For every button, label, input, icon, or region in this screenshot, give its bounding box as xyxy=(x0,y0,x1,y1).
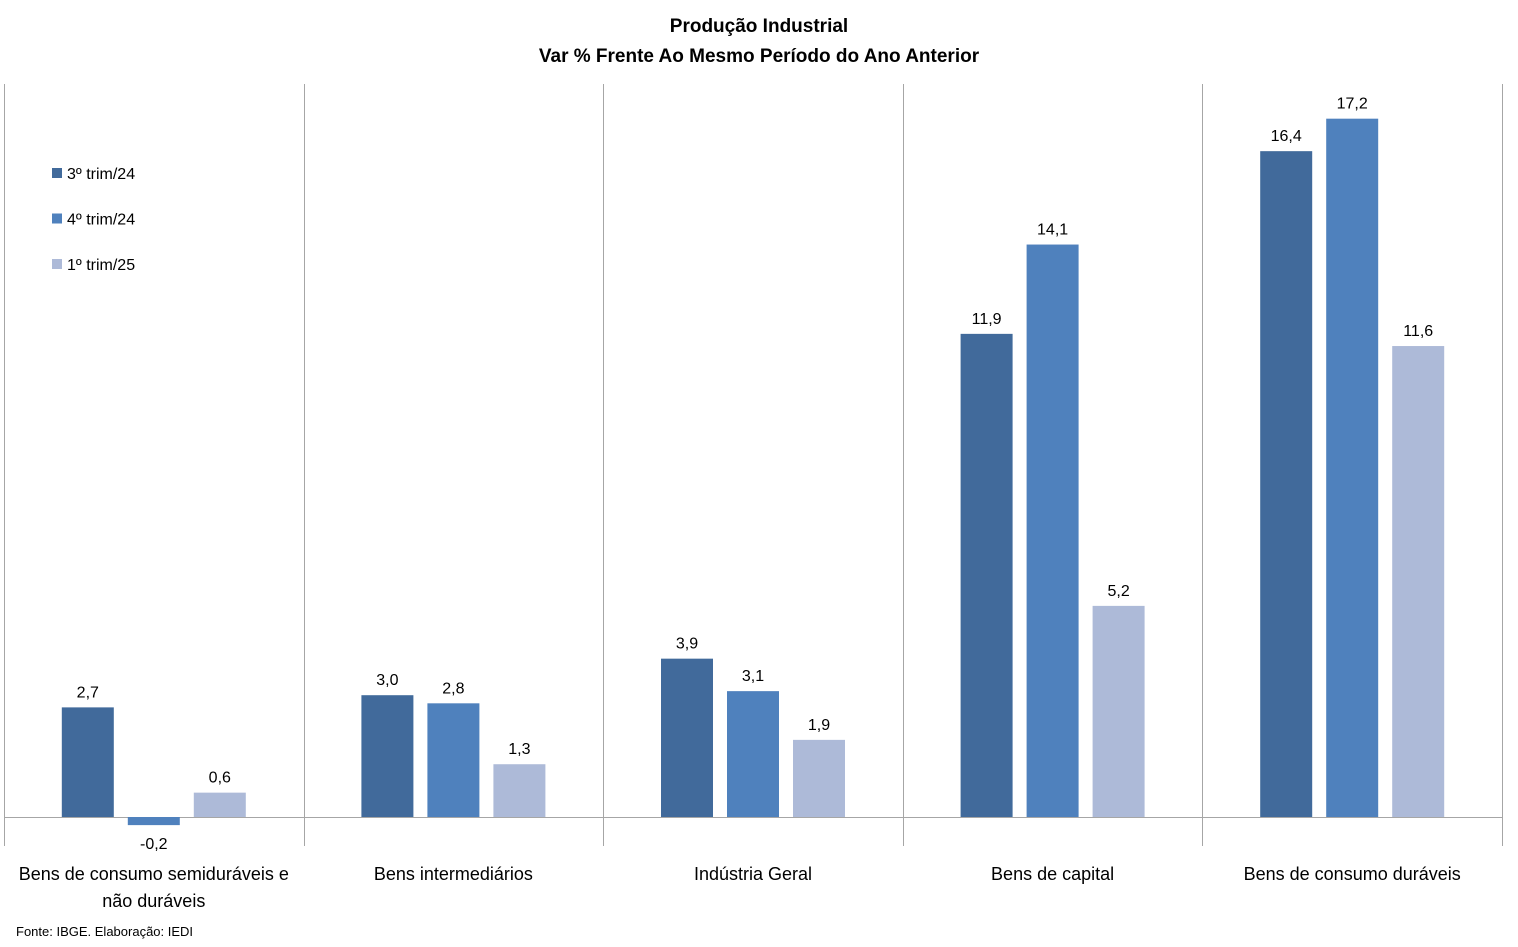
bar xyxy=(727,691,779,817)
bar xyxy=(1260,151,1313,817)
legend-swatch xyxy=(52,213,62,224)
data-label: 1,3 xyxy=(508,741,530,758)
bar xyxy=(1026,244,1079,818)
bar xyxy=(493,764,546,817)
legend-swatch xyxy=(52,168,62,178)
category-label: Bens intermediários xyxy=(374,864,533,884)
bar xyxy=(793,739,845,817)
bar xyxy=(361,695,414,817)
legend-label: 3º trim/24 xyxy=(67,166,135,183)
category-label: Bens de capital xyxy=(991,864,1114,884)
data-label: 11,9 xyxy=(972,311,1002,328)
category-label: Bens de consumo semiduráveis e xyxy=(19,864,289,884)
data-label: 2,8 xyxy=(442,680,464,697)
data-label: 16,4 xyxy=(1271,128,1302,145)
legend: 3º trim/24 4º trim/24 1º trim/25 xyxy=(52,166,135,274)
legend-label: 1º trim/25 xyxy=(67,257,135,274)
legend-label: 4º trim/24 xyxy=(67,212,135,229)
category-label: não duráveis xyxy=(102,891,205,911)
bar xyxy=(1092,605,1145,817)
data-label: 1,9 xyxy=(808,717,830,734)
bar xyxy=(193,792,246,817)
category-label: Bens de consumo duráveis xyxy=(1244,864,1461,884)
data-label: 14,1 xyxy=(1037,222,1068,239)
bar xyxy=(127,817,180,826)
plot-area: 2,7 -0,2 0,6 Bens de consumo semiduráveis e… xyxy=(4,84,1503,911)
data-label: 17,2 xyxy=(1337,96,1368,113)
legend-swatch xyxy=(52,259,62,269)
category-label: Indústria Geral xyxy=(694,864,812,884)
bar xyxy=(427,703,480,817)
data-label: 11,6 xyxy=(1403,323,1433,340)
bar xyxy=(1392,346,1445,817)
data-label: 3,1 xyxy=(742,668,764,685)
bar xyxy=(61,707,114,817)
data-label: -0,2 xyxy=(140,836,168,853)
chart-title: Produção Industrial xyxy=(670,16,848,37)
data-label: 2,7 xyxy=(77,684,99,701)
data-label: 3,9 xyxy=(676,636,698,653)
data-label: 3,0 xyxy=(376,672,398,689)
bar xyxy=(1326,118,1379,818)
bar xyxy=(661,658,713,817)
data-label: 5,2 xyxy=(1107,583,1129,600)
source-note: Fonte: IBGE. Elaboração: IEDI xyxy=(16,924,193,939)
chart-subtitle: Var % Frente Ao Mesmo Período do Ano Ant… xyxy=(539,46,980,67)
data-label: 0,6 xyxy=(209,770,231,787)
bar xyxy=(960,333,1013,817)
